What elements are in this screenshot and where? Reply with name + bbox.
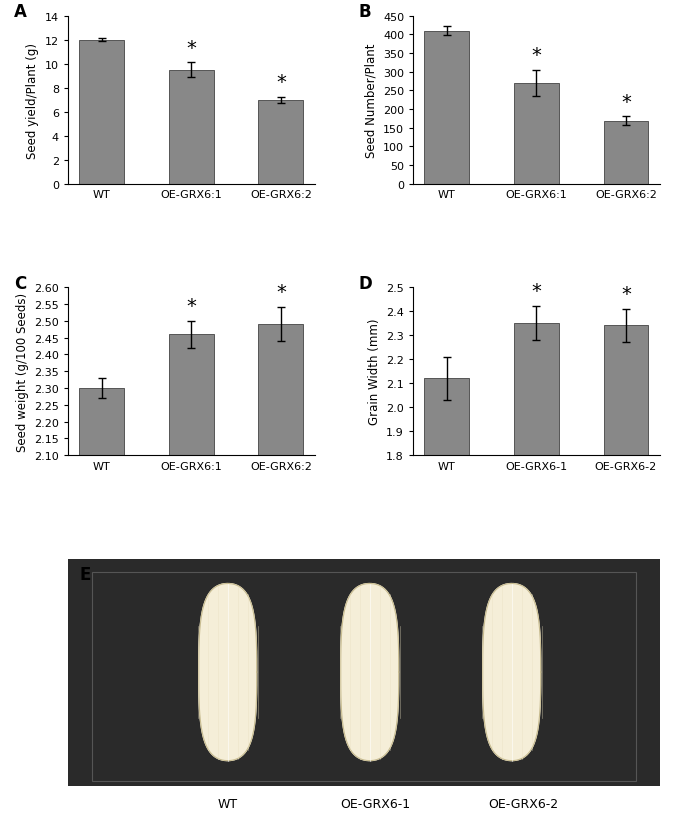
Y-axis label: Seed yield/Plant (g): Seed yield/Plant (g)	[27, 43, 39, 159]
Text: A: A	[14, 3, 27, 21]
Text: *: *	[186, 39, 197, 57]
Bar	[604, 122, 649, 184]
Text: E: E	[80, 566, 91, 584]
Polygon shape	[483, 584, 541, 761]
Bar	[514, 323, 559, 827]
Bar	[604, 326, 649, 827]
Text: *: *	[186, 296, 197, 315]
Text: WT: WT	[218, 797, 238, 810]
Bar	[169, 70, 214, 184]
Y-axis label: Seed Number/Plant: Seed Number/Plant	[364, 43, 377, 158]
Text: *: *	[621, 93, 631, 112]
Polygon shape	[341, 584, 398, 761]
Bar	[169, 335, 214, 827]
Text: *: *	[621, 284, 631, 304]
Bar	[424, 31, 469, 184]
Bar	[258, 101, 303, 184]
Text: C: C	[14, 275, 26, 292]
Text: *: *	[276, 73, 286, 92]
Polygon shape	[199, 584, 257, 761]
Y-axis label: Seed weight (g/100 Seeds): Seed weight (g/100 Seeds)	[16, 292, 29, 452]
Text: B: B	[359, 3, 371, 21]
Text: *: *	[531, 282, 541, 301]
Bar	[424, 379, 469, 827]
Bar	[258, 325, 303, 827]
Bar	[79, 41, 124, 184]
Bar	[514, 84, 559, 184]
Text: OE-GRX6-1: OE-GRX6-1	[341, 797, 411, 810]
Text: *: *	[531, 45, 541, 65]
Text: OE-GRX6-2: OE-GRX6-2	[488, 797, 558, 810]
Text: *: *	[276, 283, 286, 302]
Bar	[79, 389, 124, 827]
Text: D: D	[359, 275, 373, 292]
Y-axis label: Grain Width (mm): Grain Width (mm)	[368, 318, 381, 425]
